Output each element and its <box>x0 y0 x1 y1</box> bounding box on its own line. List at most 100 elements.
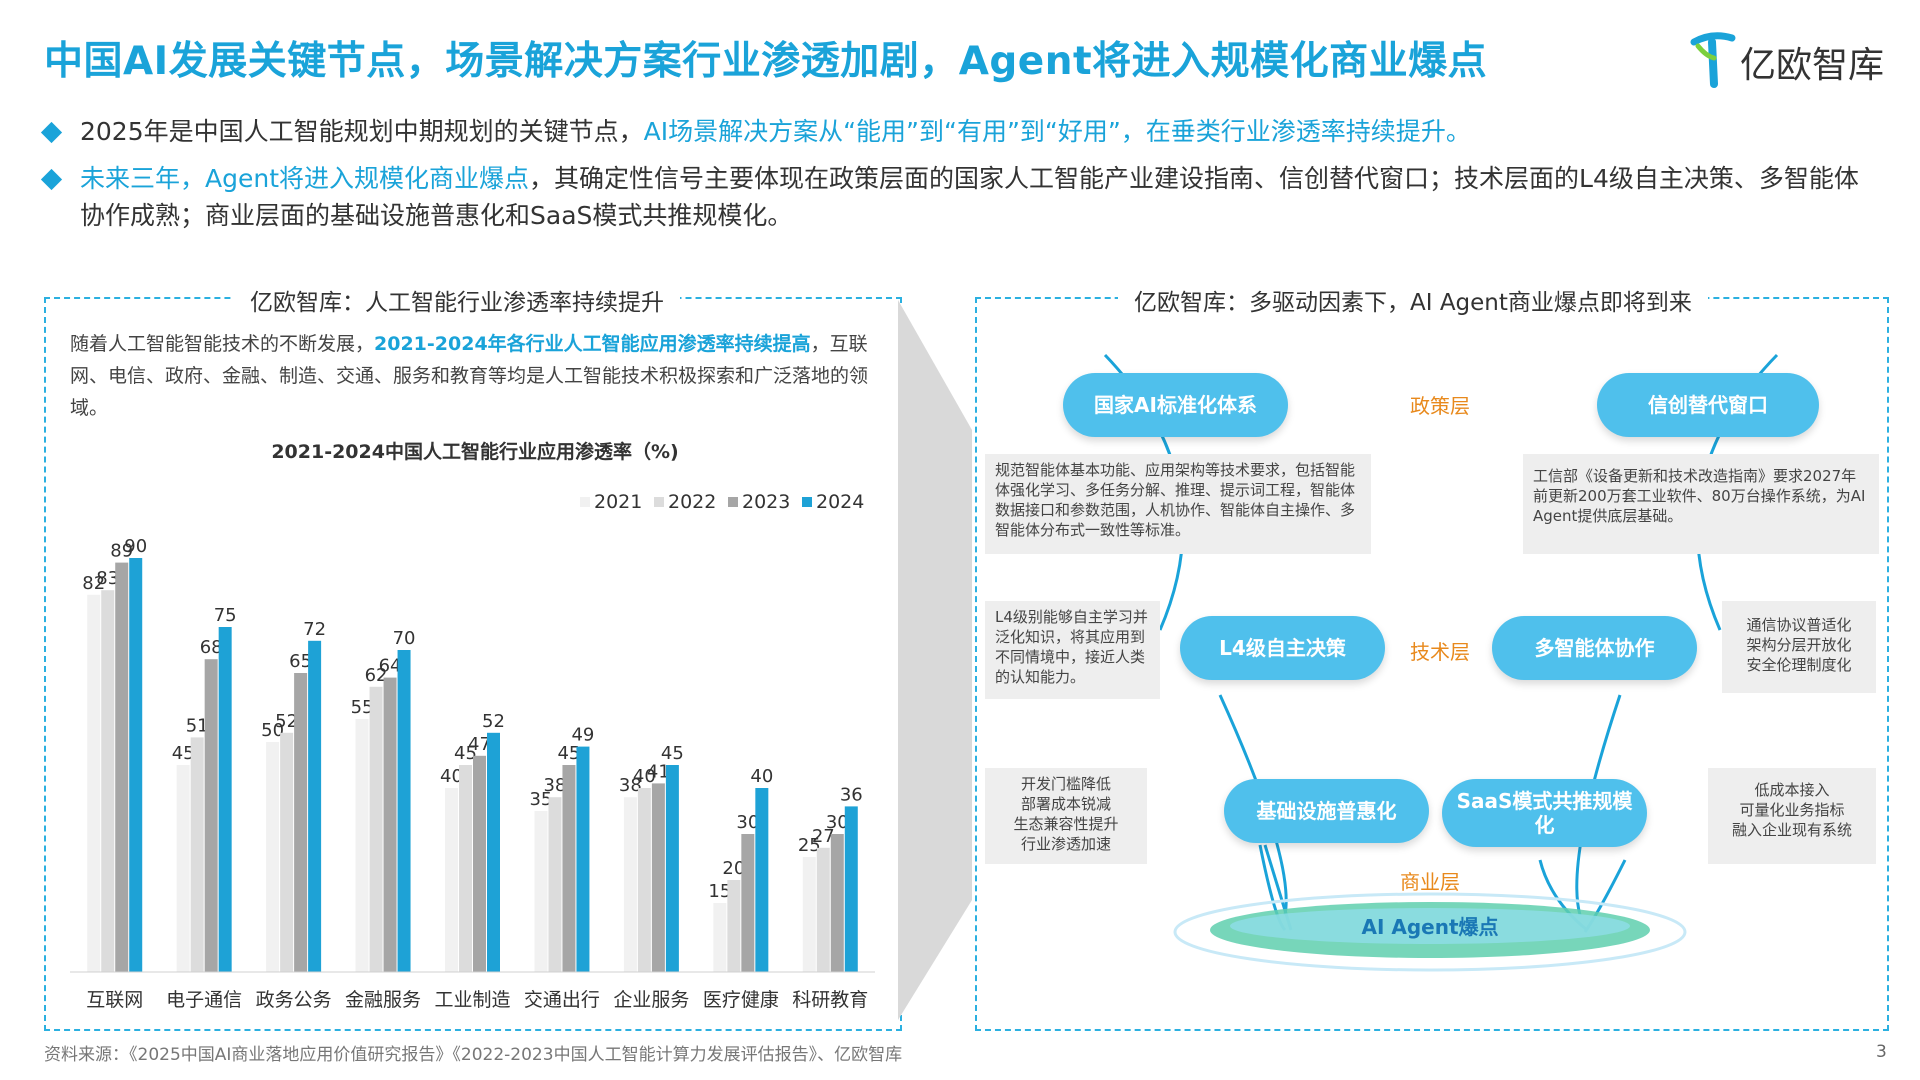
chart-intro: 随着人工智能智能技术的不断发展，2021-2024年各行业人工智能应用渗透率持续… <box>70 328 870 424</box>
data-label-2021-政务公务: 50 <box>261 720 284 741</box>
legend-swatch <box>802 497 812 507</box>
data-label-2023-交通出行: 45 <box>557 743 580 764</box>
logo-mark-icon <box>1690 32 1736 88</box>
node-infra: 基础设施普惠化 <box>1224 779 1429 843</box>
legend-item-2021: 2021 <box>580 491 642 513</box>
data-label-2022-医疗健康: 20 <box>722 858 745 879</box>
data-label-2021-交通出行: 35 <box>529 789 552 810</box>
bullet-1-text: 2025年是中国人工智能规划中期规划的关键节点， <box>80 117 644 146</box>
data-label-2023-互联网: 89 <box>110 541 133 562</box>
legend-item-2022: 2022 <box>654 491 716 513</box>
left-panel-title: 亿欧智库：人工智能行业渗透率持续提升 <box>234 283 680 317</box>
diamond-bullet-icon <box>40 168 63 191</box>
bar-2024-互联网 <box>129 558 143 972</box>
data-label-2023-医疗健康: 30 <box>736 812 759 833</box>
data-label-2022-交通出行: 38 <box>543 775 566 796</box>
bar-2024-医疗健康 <box>755 788 769 972</box>
node-l4-decision: L4级自主决策 <box>1180 616 1385 680</box>
legend-label: 2022 <box>668 491 716 513</box>
data-label-2024-金融服务: 70 <box>393 628 416 649</box>
node-national-ai-standard: 国家AI标准化体系 <box>1063 373 1288 437</box>
data-label-2024-科研教育: 36 <box>840 784 863 805</box>
bar-2024-政务公务 <box>308 640 322 972</box>
bar-2021-企业服务 <box>623 797 637 972</box>
data-label-2022-企业服务: 40 <box>633 766 656 787</box>
data-label-2022-互联网: 83 <box>96 568 119 589</box>
data-label-2023-科研教育: 30 <box>826 812 849 833</box>
bar-2023-金融服务 <box>383 677 397 972</box>
note-infra: 开发门槛降低 部署成本锐减 生态兼容性提升 行业渗透加速 <box>985 768 1147 864</box>
intro-highlight: 2021-2024年各行业人工智能应用渗透率持续提高 <box>374 333 811 355</box>
bar-2024-交通出行 <box>576 746 590 972</box>
intro-text: 随着人工智能智能技术的不断发展， <box>70 333 375 355</box>
bar-2022-政务公务 <box>280 732 294 972</box>
data-label-2022-科研教育: 27 <box>812 826 835 847</box>
data-label-2022-电子通信: 51 <box>186 715 209 736</box>
bar-2024-工业制造 <box>487 732 500 972</box>
x-tick-label: 企业服务 <box>613 989 689 1011</box>
bar-2021-金融服务 <box>355 719 369 972</box>
bar-2022-科研教育 <box>816 847 830 972</box>
bar-2023-互联网 <box>115 562 129 972</box>
note-xinchuang: 工信部《设备更新和技术改造指南》要求2027年前更新200万套工业软件、80万台… <box>1523 454 1879 554</box>
legend-label: 2021 <box>594 491 642 513</box>
bar-2022-金融服务 <box>369 686 383 972</box>
legend-item-2023: 2023 <box>728 491 790 513</box>
bar-2021-互联网 <box>87 594 101 972</box>
data-label-2021-金融服务: 55 <box>351 697 374 718</box>
note-saas: 低成本接入 可量化业务指标 融入企业现有系统 <box>1708 768 1876 864</box>
data-label-2022-工业制造: 45 <box>454 743 477 764</box>
data-label-2024-工业制造: 52 <box>482 711 505 732</box>
legend-item-2024: 2024 <box>802 491 864 513</box>
bar-2022-企业服务 <box>637 788 651 972</box>
chart-bars: 8283899045516875505265725562647040454752… <box>82 536 863 972</box>
data-label-2021-工业制造: 40 <box>440 766 463 787</box>
bar-2021-工业制造 <box>445 788 458 972</box>
x-tick-label: 医疗健康 <box>703 989 779 1011</box>
bar-2022-电子通信 <box>190 737 204 972</box>
target-ring <box>1173 892 1687 972</box>
layer-business: 商业层 <box>1400 870 1460 894</box>
bar-2022-医疗健康 <box>727 880 741 972</box>
x-tick-label: 交通出行 <box>524 989 600 1011</box>
legend-swatch <box>580 497 590 507</box>
chart-legend: 2021 2022 2023 2024 <box>580 491 864 513</box>
bullet-1-highlight: AI场景解决方案从“能用”到“有用”到“好用”，在垂类行业渗透率持续提升。 <box>643 117 1471 146</box>
bar-2023-科研教育 <box>830 834 844 972</box>
x-tick-label: 互联网 <box>86 989 143 1011</box>
data-label-2021-互联网: 82 <box>82 573 105 594</box>
bar-2022-工业制造 <box>459 765 472 972</box>
bar-2024-金融服务 <box>397 650 411 972</box>
note-national: 规范智能体基本功能、应用架构等技术要求，包括智能体强化学习、多任务分解、推理、提… <box>985 454 1371 554</box>
bar-2023-政务公务 <box>294 673 308 972</box>
bar-2024-电子通信 <box>218 627 232 972</box>
bar-2021-交通出行 <box>534 811 548 972</box>
data-label-2023-金融服务: 64 <box>379 656 402 677</box>
logo: 亿欧智库 <box>1688 28 1898 88</box>
transition-arrow-icon <box>898 300 972 1020</box>
data-label-2024-交通出行: 49 <box>571 725 594 746</box>
data-label-2022-金融服务: 62 <box>365 665 388 686</box>
data-label-2024-互联网: 90 <box>124 536 147 557</box>
bar-2021-政务公务 <box>266 742 280 972</box>
data-label-2021-科研教育: 25 <box>798 835 821 856</box>
x-tick-label: 政务公务 <box>256 989 332 1011</box>
bar-2024-科研教育 <box>844 806 858 972</box>
x-tick-label: 电子通信 <box>166 989 242 1011</box>
layer-policy: 政策层 <box>1410 394 1470 418</box>
bar-2022-交通出行 <box>548 797 562 972</box>
page-number: 3 <box>1876 1042 1887 1062</box>
data-label-2023-工业制造: 47 <box>468 734 491 755</box>
data-label-2021-医疗健康: 15 <box>708 881 731 902</box>
data-label-2024-企业服务: 45 <box>661 743 684 764</box>
legend-swatch <box>654 497 664 507</box>
bar-2023-交通出行 <box>562 765 576 972</box>
node-multi-agent: 多智能体协作 <box>1492 616 1697 680</box>
x-tick-label: 金融服务 <box>345 989 421 1011</box>
bar-chart: 2021-2024中国人工智能行业应用渗透率（%) 2021 2022 2023 20… <box>70 440 875 1011</box>
data-label-2023-电子通信: 68 <box>200 637 223 658</box>
source-note: 资料来源：《2025中国AI商业落地应用价值研究报告》《2022-2023中国人… <box>44 1045 903 1065</box>
diamond-bullet-icon <box>40 121 63 144</box>
target-label: AI Agent爆点 <box>1361 915 1498 939</box>
node-xinchuang-window: 信创替代窗口 <box>1597 373 1819 437</box>
